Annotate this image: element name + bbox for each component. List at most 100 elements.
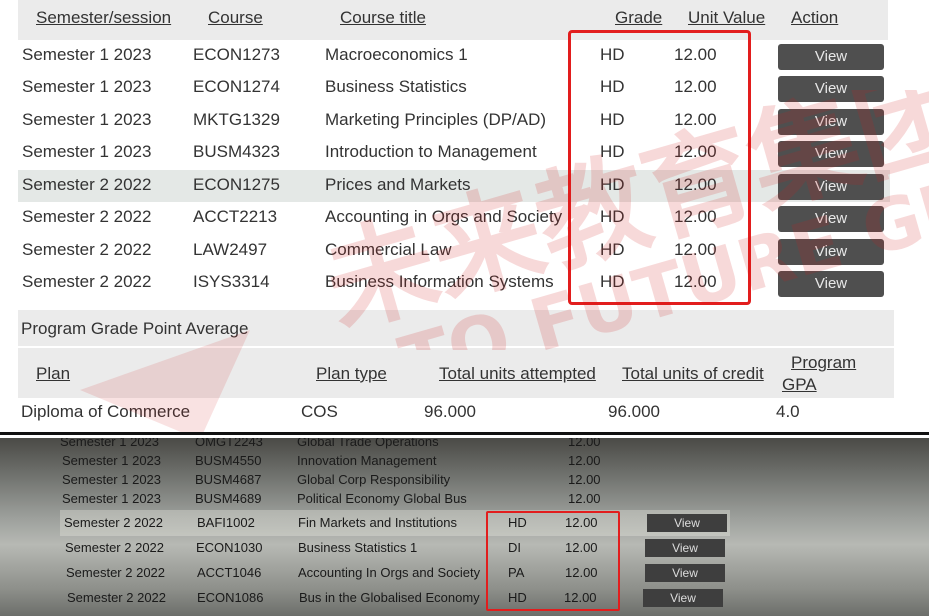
view-button[interactable]: View: [647, 514, 727, 532]
table-row: Semester 1 2023 MKTG1329 Marketing Princ…: [18, 105, 890, 137]
course-code-cell: LAW2497: [193, 240, 268, 259]
unit-value-cell: 12.00: [674, 45, 717, 64]
table-row: Semester 2 2022 ACCT1046 Accounting In O…: [66, 564, 746, 587]
semester-cell: Semester 2 2022: [22, 175, 152, 194]
view-button[interactable]: View: [643, 589, 723, 607]
table-row: Semester 2 2022 ECON1275 Prices and Mark…: [18, 170, 890, 202]
course-title-cell: Introduction to Management: [325, 142, 537, 161]
view-button[interactable]: View: [778, 109, 884, 135]
unit-value-cell: 12.00: [568, 453, 601, 468]
view-button[interactable]: View: [645, 539, 725, 557]
course-code-cell: ACCT1046: [197, 565, 262, 580]
view-button[interactable]: View: [778, 239, 884, 265]
unit-value-cell: 12.00: [674, 175, 717, 194]
grade-cell: HD: [508, 590, 527, 605]
unit-value-cell: 12.00: [568, 438, 601, 449]
course-code-cell: ISYS3314: [193, 272, 270, 291]
plan-cell: Diploma of Commerce: [21, 402, 191, 421]
table-row: Semester 1 2023 BUSM4689 Political Econo…: [62, 491, 662, 513]
gpa-cell: 4.0: [776, 402, 800, 421]
col-credit-header[interactable]: Total units of credit: [622, 364, 764, 383]
col-plan-header[interactable]: Plan: [36, 364, 71, 383]
view-button[interactable]: View: [778, 76, 884, 102]
course-code-cell: ECON1086: [197, 590, 264, 605]
course-title-cell: Fin Markets and Institutions: [298, 515, 457, 530]
course-title-cell: Innovation Management: [297, 453, 437, 468]
course-code-cell: MKTG1329: [193, 110, 280, 129]
unit-value-cell: 12.00: [568, 472, 601, 487]
col-plan-type-header[interactable]: Plan type: [316, 364, 387, 383]
gpa-section-title: Program Grade Point Average: [18, 310, 894, 346]
semester-cell: Semester 2 2022: [22, 207, 152, 226]
table-row: Semester 2 2022 ECON1030 Business Statis…: [65, 539, 745, 562]
gpa-row: Diploma of Commerce COS 96.000 96.000 4.…: [18, 398, 894, 430]
table-row: Semester 1 2023 BUSM4687 Global Corp Res…: [62, 472, 662, 494]
semester-cell: Semester 1 2023: [62, 453, 162, 468]
course-title-cell: Prices and Markets: [325, 175, 471, 194]
table-row: Semester 1 2023 OMGT2243 Global Trade Op…: [60, 438, 660, 456]
semester-cell: Semester 1 2023: [60, 438, 160, 449]
results-table-header: Semester/session Course Course title Gra…: [18, 0, 888, 40]
col-semester-header[interactable]: Semester/session: [36, 8, 172, 27]
attempted-cell: 96.000: [424, 402, 476, 421]
course-title-cell: Marketing Principles (DP/AD): [325, 110, 547, 129]
grade-cell: HD: [600, 272, 625, 291]
table-row: Semester 2 2022 ECON1086 Bus in the Glob…: [67, 589, 747, 612]
semester-cell: Semester 2 2022: [22, 272, 152, 291]
semester-cell: Semester 2 2022: [65, 540, 165, 555]
unit-value-cell: 12.00: [565, 565, 598, 580]
col-attempted-header[interactable]: Total units attempted: [439, 364, 596, 383]
unit-value-cell: 12.00: [674, 77, 717, 96]
photo-grade-highlight-box: [486, 511, 620, 611]
course-title-cell: Political Economy Global Bus: [297, 491, 467, 506]
unit-value-cell: 12.00: [568, 491, 601, 506]
course-code-cell: ECON1275: [193, 175, 280, 194]
course-title-cell: Accounting In Orgs and Society: [298, 565, 481, 580]
grade-cell: HD: [600, 142, 625, 161]
view-button[interactable]: View: [778, 174, 884, 200]
table-row: Semester 2 2022 LAW2497 Commercial Law H…: [18, 235, 890, 267]
table-row: Semester 2 2022 BAFI1002 Fin Markets and…: [64, 514, 744, 537]
table-row: Semester 1 2023 BUSM4550 Innovation Mana…: [62, 453, 662, 475]
course-code-cell: OMGT2243: [195, 438, 263, 449]
semester-cell: Semester 1 2023: [22, 110, 152, 129]
view-button[interactable]: View: [778, 44, 884, 70]
gpa-table-header: Plan Plan type Total units attempted Tot…: [18, 348, 894, 398]
course-code-cell: BAFI1002: [197, 515, 255, 530]
unit-value-cell: 12.00: [565, 515, 598, 530]
gpa-title-text: Program Grade Point Average: [21, 319, 249, 338]
course-code-cell: BUSM4689: [195, 491, 262, 506]
grade-cell: HD: [600, 77, 625, 96]
semester-cell: Semester 1 2023: [22, 45, 152, 64]
semester-cell: Semester 2 2022: [22, 240, 152, 259]
view-button[interactable]: View: [778, 141, 884, 167]
transcript-panel: Semester/session Course Course title Gra…: [0, 0, 929, 435]
col-course-header[interactable]: Course: [208, 8, 263, 27]
unit-value-cell: 12.00: [674, 272, 717, 291]
grade-cell: HD: [600, 207, 625, 226]
course-title-cell: Global Corp Responsibility: [297, 472, 451, 487]
unit-value-cell: 12.00: [564, 590, 597, 605]
col-unit-value-header[interactable]: Unit Value: [688, 8, 766, 27]
course-title-cell: Accounting in Orgs and Society: [325, 207, 563, 226]
col-grade-header[interactable]: Grade: [615, 8, 663, 27]
course-code-cell: ECON1030: [196, 540, 263, 555]
col-title-header[interactable]: Course title: [340, 8, 426, 27]
view-button[interactable]: View: [778, 206, 884, 232]
course-title-cell: Macroeconomics 1: [325, 45, 468, 64]
course-title-cell: Commercial Law: [325, 240, 452, 259]
col-gpa-header-line2[interactable]: GPA: [782, 375, 817, 394]
table-row: Semester 1 2023 ECON1273 Macroeconomics …: [18, 40, 890, 72]
semester-cell: Semester 2 2022: [64, 515, 164, 530]
course-title-cell: Business Information Systems: [325, 272, 554, 291]
unit-value-cell: 12.00: [674, 110, 717, 129]
course-title-cell: Bus in the Globalised Economy: [299, 590, 480, 605]
col-gpa-header-line1[interactable]: Program: [791, 353, 857, 372]
table-row: Semester 2 2022 ACCT2213 Accounting in O…: [18, 202, 890, 234]
view-button[interactable]: View: [645, 564, 725, 582]
course-code-cell: ACCT2213: [193, 207, 278, 226]
view-button[interactable]: View: [778, 271, 884, 297]
credit-cell: 96.000: [608, 402, 660, 421]
unit-value-cell: 12.00: [674, 207, 717, 226]
course-title-cell: Business Statistics: [325, 77, 467, 96]
